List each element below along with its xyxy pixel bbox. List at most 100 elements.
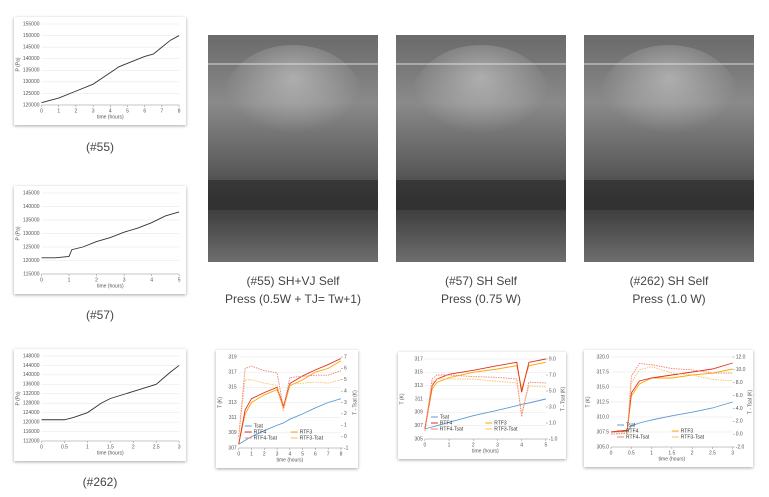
y-tick-label: 311	[415, 396, 423, 402]
y-tick-label: 307.5	[597, 429, 610, 435]
y2-axis-label: T - Tsat (K)	[560, 386, 566, 411]
y-tick-label: 112000	[23, 438, 40, 444]
x-tick-label: 2	[95, 277, 98, 283]
x-tick-label: 5	[544, 442, 547, 448]
y-tick-label: 315	[415, 370, 424, 376]
photo	[208, 35, 378, 262]
chart-background	[14, 17, 186, 125]
x-tick-label: 1	[250, 451, 253, 457]
y-tick-label: 115000	[23, 271, 40, 277]
y2-tick-label: 1	[344, 423, 347, 429]
y2-axis-label: T - Tsat (K)	[747, 389, 753, 414]
y-tick-label: 125000	[23, 91, 40, 97]
x-tick-label: 8	[178, 108, 181, 114]
y-tick-label: 309	[228, 430, 237, 436]
data-line	[238, 365, 342, 437]
y2-tick-label: 8.0	[736, 380, 743, 386]
y-tick-label: 135000	[23, 68, 40, 74]
y-tick-label: 307	[228, 445, 237, 451]
caption: (#55)	[86, 140, 114, 154]
y-tick-label: 312.5	[597, 399, 610, 405]
y2-tick-label: 5.0	[549, 388, 556, 394]
y2-tick-label: 0	[344, 434, 347, 440]
legend-label: RTF4	[254, 429, 267, 435]
x-tick-label: 2.5	[153, 444, 160, 450]
data-line	[41, 365, 180, 421]
y-axis-label: P (Pa)	[15, 57, 21, 71]
y-tick-label: 317	[415, 356, 424, 362]
x-axis-label: time (hours)	[659, 456, 686, 462]
photo-glare	[223, 45, 363, 155]
y-tick-label: 310.0	[597, 414, 610, 420]
legend-label: Tsat	[626, 422, 636, 428]
y-tick-label: 130000	[23, 79, 40, 85]
x-tick-label: 3	[731, 450, 734, 456]
data-line	[424, 358, 546, 430]
x-tick-label: 0	[40, 108, 43, 114]
x-tick-label: 0	[610, 450, 613, 456]
chart: 112000 116000 120000 124000 128000 132000 1360…	[14, 349, 186, 461]
y-tick-label: 145000	[23, 44, 40, 50]
legend-label: RTF3-Tsat	[681, 434, 705, 440]
y2-tick-label: 7	[344, 354, 347, 360]
x-tick-label: 3	[276, 451, 279, 457]
x-tick-label: 0	[423, 442, 426, 448]
x-tick-label: 0.5	[628, 450, 635, 456]
y-tick-label: 317	[228, 369, 237, 375]
y-tick-label: 120000	[23, 419, 40, 425]
y-tick-label: 140000	[23, 56, 40, 62]
legend-label: RTF4	[626, 428, 639, 434]
x-tick-label: 2	[472, 442, 475, 448]
x-tick-label: 4	[109, 108, 112, 114]
y-tick-label: 125000	[23, 244, 40, 250]
x-tick-label: 0.5	[61, 444, 68, 450]
x-tick-label: 3	[92, 108, 95, 114]
legend-label: Tsat	[254, 423, 264, 429]
y2-tick-label: 5	[344, 377, 347, 383]
x-tick-label: 1.5	[668, 450, 675, 456]
y-tick-label: 148000	[23, 353, 40, 359]
x-tick-label: 3	[496, 442, 499, 448]
y-tick-label: 309	[415, 410, 424, 416]
y2-tick-label: 2.0	[736, 419, 743, 425]
legend-label: RTF4-Tsat	[440, 426, 464, 432]
x-tick-label: 5	[301, 451, 304, 457]
x-tick-label: 4	[288, 451, 291, 457]
x-axis-label: time (hours)	[472, 448, 499, 454]
legend-label: Tsat	[440, 414, 450, 420]
x-tick-label: 1	[86, 444, 89, 450]
x-tick-label: 4	[520, 442, 523, 448]
chart-background	[14, 186, 186, 294]
y2-tick-label: 4	[344, 388, 347, 394]
y-tick-label: 140000	[23, 372, 40, 378]
legend-label: RTF3	[494, 420, 507, 426]
x-tick-label: 8	[340, 451, 343, 457]
caption: (#57)	[86, 308, 114, 322]
y-axis-label: P (Pa)	[15, 226, 21, 240]
legend-label: RTF4-Tsat	[254, 435, 278, 441]
y2-tick-label: 1.0	[549, 420, 556, 426]
y-tick-label: 145000	[23, 190, 40, 196]
legend-label: RTF3	[300, 429, 313, 435]
y-tick-label: 132000	[23, 391, 40, 397]
x-tick-label: 7	[327, 451, 330, 457]
y2-tick-label: -1	[344, 445, 349, 451]
y-tick-label: 305	[415, 436, 424, 442]
y-tick-label: 311	[229, 415, 237, 421]
y-tick-label: 150000	[23, 33, 40, 39]
y-axis-label: T (K)	[217, 397, 223, 408]
chart: 1150001200001250001300001350001400001450…	[14, 186, 186, 294]
y2-tick-label: 9.0	[549, 356, 556, 362]
y2-tick-label: 4.0	[736, 406, 743, 412]
caption: Press (1.0 W)	[632, 292, 705, 306]
y-tick-label: 135000	[23, 217, 40, 223]
data-line	[238, 379, 342, 437]
x-tick-label: 3	[178, 444, 181, 450]
photo-band	[396, 180, 566, 210]
y-tick-label: 317.5	[597, 369, 610, 375]
chart: 307 309 311 313 315 317 319 -1 0 1 2 3 4 5 6 7 0 1 2 3 4 5 6 7 8…	[216, 350, 358, 468]
chart-background	[216, 350, 358, 468]
x-tick-label: 2.5	[709, 450, 716, 456]
chart-background	[584, 350, 753, 467]
